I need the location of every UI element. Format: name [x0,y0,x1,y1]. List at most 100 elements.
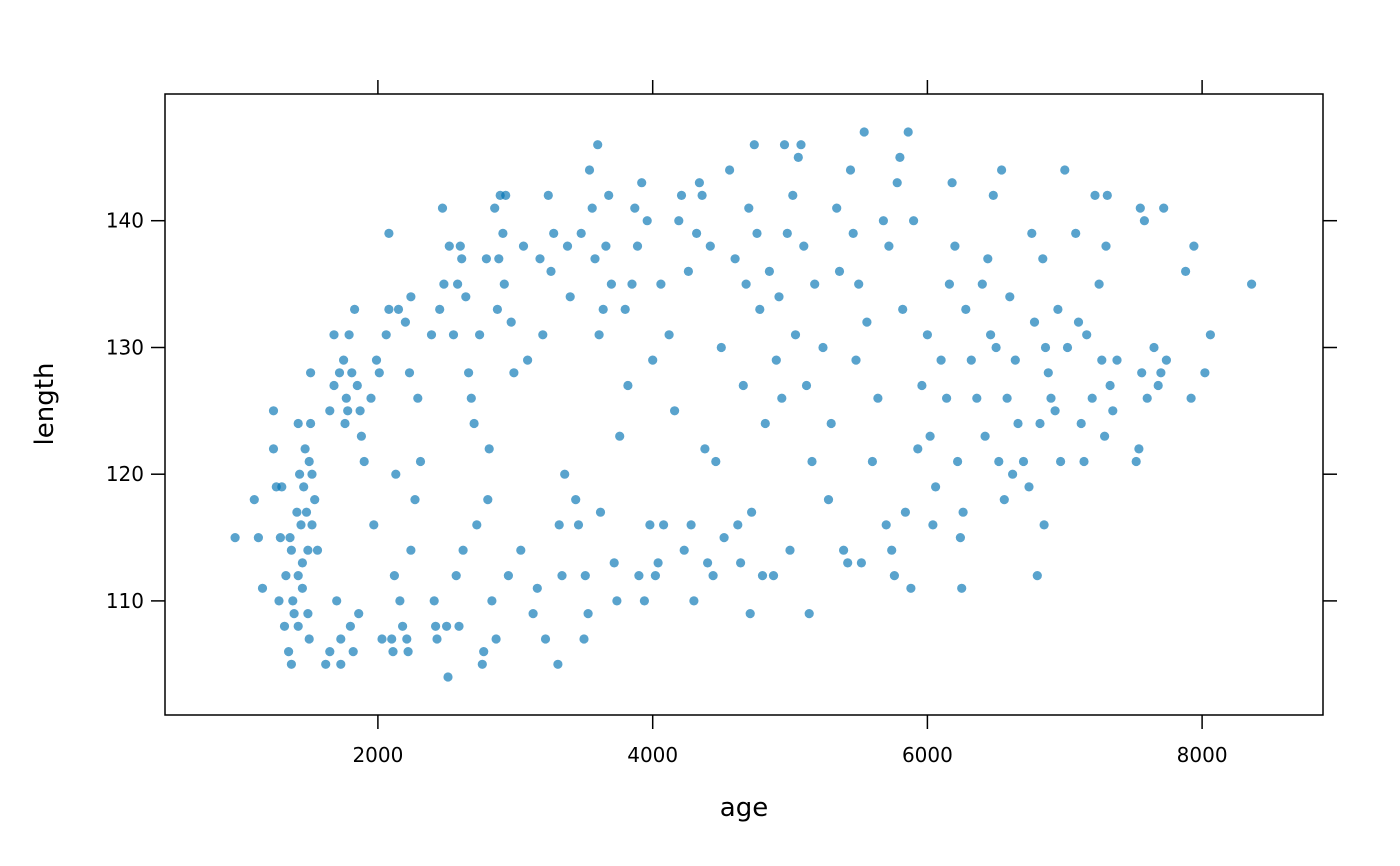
data-point [892,178,902,188]
data-point [307,469,317,479]
data-point [790,330,801,340]
data-point [738,380,748,391]
data-point [810,279,820,289]
data-point [296,520,306,530]
data-point [354,609,364,619]
data-point [796,140,806,150]
data-point [733,520,743,530]
data-point [484,444,494,454]
data-point [764,266,775,276]
data-point [994,456,1004,467]
data-point [306,418,316,429]
data-point [571,495,581,505]
data-point [443,672,453,682]
data-point [528,609,538,619]
data-point [395,596,405,606]
data-point [1186,393,1196,403]
data-point [839,545,849,555]
data-point [560,469,570,479]
data-point [435,304,445,314]
data-point [293,571,303,581]
data-point [615,431,625,441]
data-point [274,596,284,606]
data-point [466,393,476,403]
data-point [903,127,913,137]
data-point [590,254,600,264]
data-point [700,444,710,454]
data-point [454,621,464,631]
data-point [676,190,687,200]
data-point [1105,380,1115,391]
data-point [509,368,519,378]
data-point [966,355,976,365]
data-point [931,482,941,492]
data-point [1112,355,1122,365]
data-point [481,254,491,264]
data-point [999,495,1009,505]
data-point [498,228,508,238]
data-point [703,558,713,568]
data-point [741,279,751,289]
data-point [516,545,526,555]
data-point [1071,228,1081,238]
data-point [461,292,471,302]
data-point [1005,292,1015,302]
data-point [458,545,468,555]
data-point [637,178,647,188]
y-axis-title: length [30,363,60,446]
data-point [387,634,397,644]
data-point [650,571,661,581]
data-point [997,165,1007,175]
data-point [369,520,379,530]
data-point [832,203,842,213]
data-point [1043,368,1053,378]
data-point [873,393,883,403]
data-point [1053,304,1063,314]
data-point [991,342,1001,353]
data-point [1040,342,1051,353]
data-point [950,241,960,251]
data-point [307,520,317,530]
data-point [348,647,358,657]
data-point [1076,418,1086,429]
data-point [506,317,516,327]
data-point [878,216,889,226]
data-point [1097,355,1107,365]
data-point [344,330,354,340]
data-point [1090,190,1100,200]
plot-frame [164,93,1324,716]
data-point [639,596,650,606]
data-point [656,279,666,289]
data-point [983,254,993,264]
data-point [771,355,781,365]
data-point [630,203,640,213]
data-point [664,330,674,340]
data-point [1032,571,1042,581]
data-point [711,456,721,467]
data-point [887,545,897,555]
data-point [1082,330,1092,340]
data-point [339,355,349,365]
data-point [944,279,955,289]
x-tick-label: 6000 [902,743,953,767]
data-point [1008,469,1018,479]
data-point [472,520,482,530]
data-point [774,292,784,302]
y-tick-label: 140 [106,209,144,233]
data-point [1018,456,1029,467]
data-point [350,304,360,314]
data-point [487,596,497,606]
data-point [601,241,611,251]
data-point [856,558,867,568]
data-point [606,279,617,289]
data-point [818,342,828,353]
data-point [325,647,335,657]
data-point [587,203,597,213]
data-point [1205,330,1215,340]
data-point [453,279,463,289]
data-point [403,647,413,657]
data-point [1142,393,1152,403]
data-point [415,456,426,467]
data-point [301,507,312,517]
